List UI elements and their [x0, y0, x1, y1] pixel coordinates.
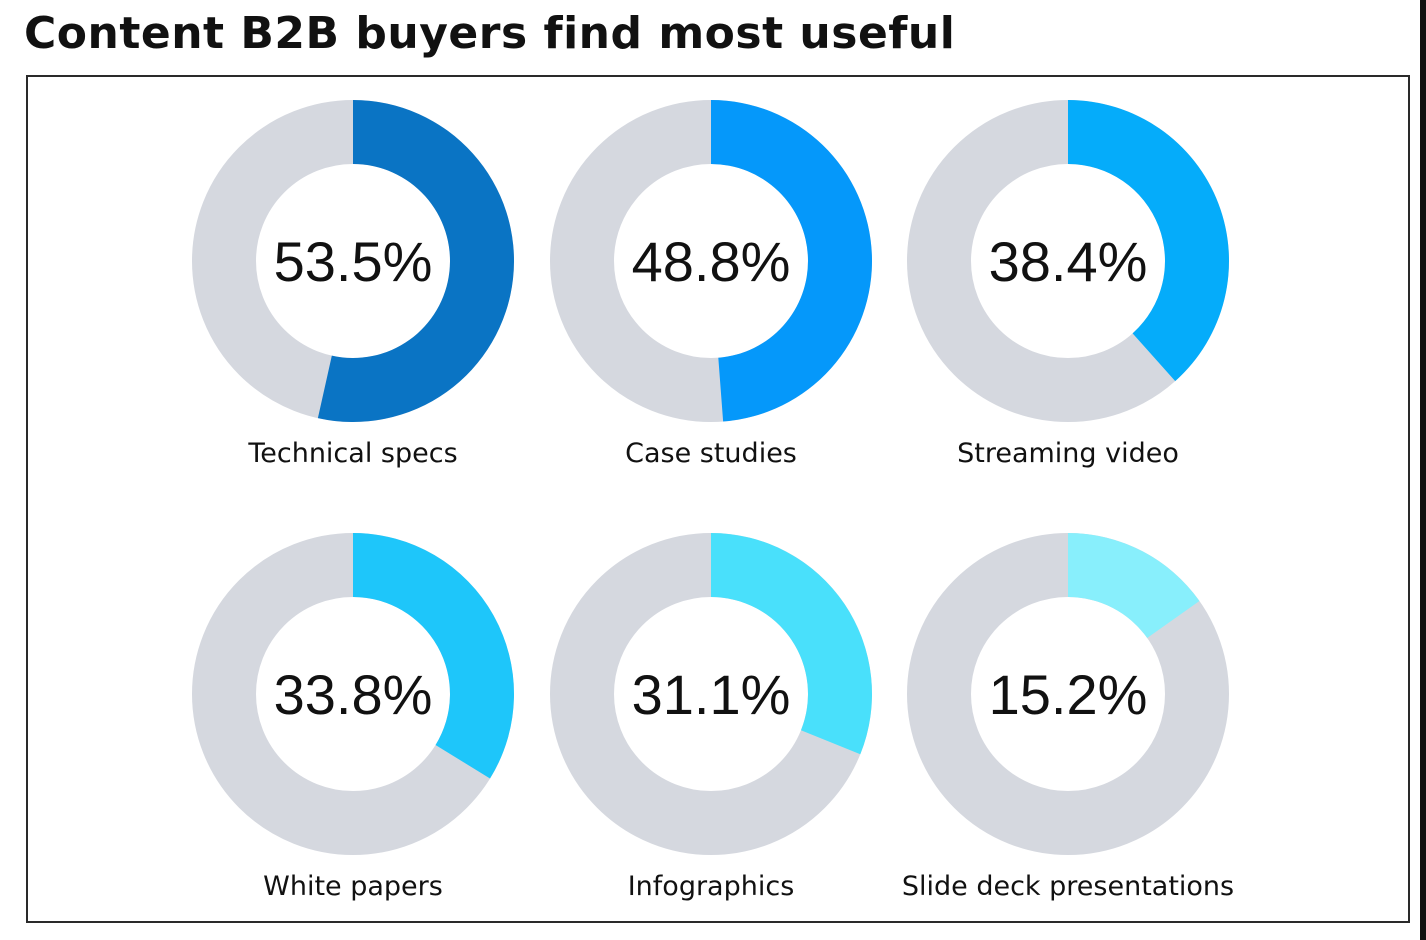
donut-streaming-video: 38.4% Streaming video — [907, 100, 1229, 469]
donut-slice-case-studies — [711, 100, 872, 422]
donut-technical-specs: 53.5% Technical specs — [192, 100, 515, 469]
donut-slice-white-papers — [353, 533, 514, 779]
donut-category-label: Streaming video — [957, 438, 1179, 469]
donut-slide-deck-presentations: 15.2% Slide deck presentations — [902, 533, 1234, 902]
donut-value-label: 53.5% — [274, 230, 433, 293]
donut-value-label: 33.8% — [274, 663, 433, 726]
donut-slice-streaming-video — [1068, 100, 1229, 382]
page-edge-rule — [1420, 0, 1426, 940]
donut-slice-slide-deck-presentations — [1068, 533, 1200, 638]
donut-value-label: 38.4% — [989, 230, 1148, 293]
donut-white-papers: 33.8% White papers — [192, 533, 514, 902]
donut-category-label: Infographics — [628, 871, 795, 902]
donut-slice-technical-specs — [317, 100, 515, 422]
donut-category-label: Slide deck presentations — [902, 871, 1234, 902]
donut-case-studies: 48.8% Case studies — [550, 100, 872, 469]
donut-category-label: Case studies — [625, 438, 797, 469]
page-title: Content B2B buyers find most useful — [24, 8, 956, 59]
donut-infographics: 31.1% Infographics — [550, 533, 872, 902]
donut-value-label: 15.2% — [989, 663, 1148, 726]
donut-category-label: Technical specs — [247, 438, 457, 469]
donut-category-label: White papers — [263, 871, 443, 902]
donut-value-label: 48.8% — [632, 230, 791, 293]
donut-slice-infographics — [711, 533, 872, 755]
donut-value-label: 31.1% — [632, 663, 791, 726]
